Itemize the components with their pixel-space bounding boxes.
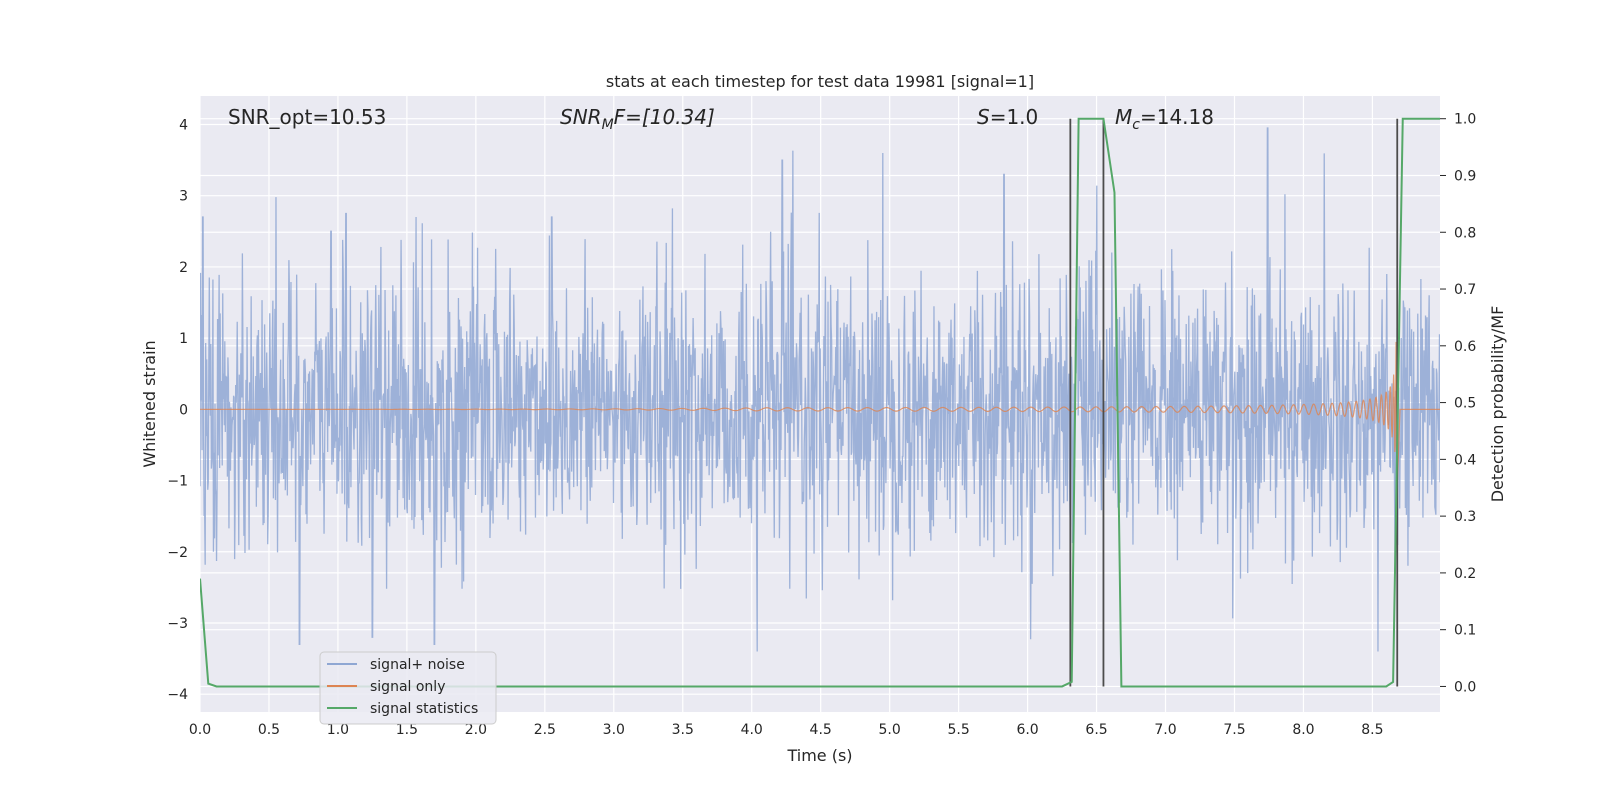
y-left-tick-label: 1	[179, 331, 188, 347]
snr-mf-sub: M	[602, 117, 614, 133]
x-tick-label: 8.0	[1292, 722, 1314, 738]
y-right-tick-label: 0.6	[1454, 339, 1476, 355]
y-left-tick-label: 3	[179, 189, 188, 205]
annotation-mc: Mc=14.18	[1115, 105, 1214, 133]
annotation-snr-opt: SNR_opt=10.53	[228, 105, 386, 129]
x-tick-label: 3.0	[603, 722, 625, 738]
chart-title: stats at each timestep for test data 199…	[606, 72, 1034, 91]
y-left-tick-label: −3	[167, 616, 188, 632]
x-tick-label: 1.0	[327, 722, 349, 738]
legend-label-signal-statistics: signal statistics	[370, 701, 478, 717]
s-rest: =1.0	[990, 105, 1039, 129]
legend: signal+ noise signal only signal statist…	[319, 651, 497, 725]
x-tick-label: 6.0	[1016, 722, 1038, 738]
y-right-tick-label: 0.3	[1454, 509, 1476, 525]
x-tick-label: 7.0	[1154, 722, 1176, 738]
y-axis-left-ticks: −4 −3 −2 −1 0 1 2 3 4	[167, 117, 188, 703]
legend-label-signal-only: signal only	[370, 679, 445, 695]
noise-line	[200, 127, 1440, 652]
annotation-s: S=1.0	[977, 105, 1038, 129]
series-signal-only	[200, 341, 1440, 488]
x-tick-label: 3.5	[672, 722, 694, 738]
x-tick-label: 4.0	[741, 722, 763, 738]
y-right-tick-label: 0.9	[1454, 168, 1476, 184]
y-left-tick-label: −4	[167, 687, 188, 703]
legend-box	[319, 651, 497, 725]
x-tick-label: 5.5	[947, 722, 969, 738]
x-tick-label: 2.0	[465, 722, 487, 738]
x-axis-ticks: 0.0 0.5 1.0 1.5 2.0 2.5 3.0 3.5 4.0 4.5 5.0 5.5 6.0 6…	[189, 722, 1384, 738]
signal-only-line	[200, 341, 1440, 488]
snr-mf-base: SNR	[560, 105, 602, 129]
y-right-tick-label: 0.1	[1454, 623, 1476, 639]
mc-base: M	[1115, 105, 1132, 129]
y-left-tick-label: −2	[167, 545, 188, 561]
y-right-tick-label: 0.4	[1454, 452, 1476, 468]
x-tick-label: 1.5	[396, 722, 418, 738]
y-right-tick-label: 0.8	[1454, 225, 1476, 241]
y-right-tick-label: 0.7	[1454, 282, 1476, 298]
x-tick-label: 5.0	[879, 722, 901, 738]
annotation-snr-mf: SNRMF=[10.34]	[560, 105, 715, 133]
series-signal-noise	[200, 127, 1440, 652]
x-tick-label: 8.5	[1361, 722, 1383, 738]
y-left-tick-label: 2	[179, 260, 188, 276]
y-right-tick-label: 0.0	[1454, 679, 1476, 695]
y-right-tick-label: 0.5	[1454, 396, 1476, 412]
y-left-tick-label: 4	[179, 117, 188, 133]
series-signal-statistics	[200, 117, 1440, 688]
y-left-tick-label: 0	[179, 402, 188, 418]
x-tick-label: 4.5	[810, 722, 832, 738]
y-right-tick-label: 0.2	[1454, 566, 1476, 582]
y-axis-left-label: Whitened strain	[140, 340, 159, 467]
snr-mf-rest: F=[10.34]	[614, 105, 715, 129]
x-tick-label: 0.5	[258, 722, 280, 738]
legend-label-signal-noise: signal+ noise	[370, 657, 465, 673]
y-axis-right-ticks: 0.0 0.1 0.2 0.3 0.4 0.5 0.6 0.7 0.8 0.9 1.0	[1440, 112, 1476, 695]
x-tick-label: 7.5	[1223, 722, 1245, 738]
y-left-tick-label: −1	[167, 474, 188, 490]
mc-sub: c	[1132, 117, 1140, 133]
y-axis-right-label: Detection probability/MF	[1488, 306, 1507, 503]
s-italic: S	[977, 105, 990, 129]
x-axis-label: Time (s)	[786, 746, 852, 765]
y-right-tick-label: 1.0	[1454, 112, 1476, 128]
signal-statistics-line	[200, 117, 1440, 688]
mc-rest: =14.18	[1140, 105, 1214, 129]
x-tick-label: 0.0	[189, 722, 211, 738]
x-tick-label: 2.5	[534, 722, 556, 738]
x-tick-label: 6.5	[1085, 722, 1107, 738]
